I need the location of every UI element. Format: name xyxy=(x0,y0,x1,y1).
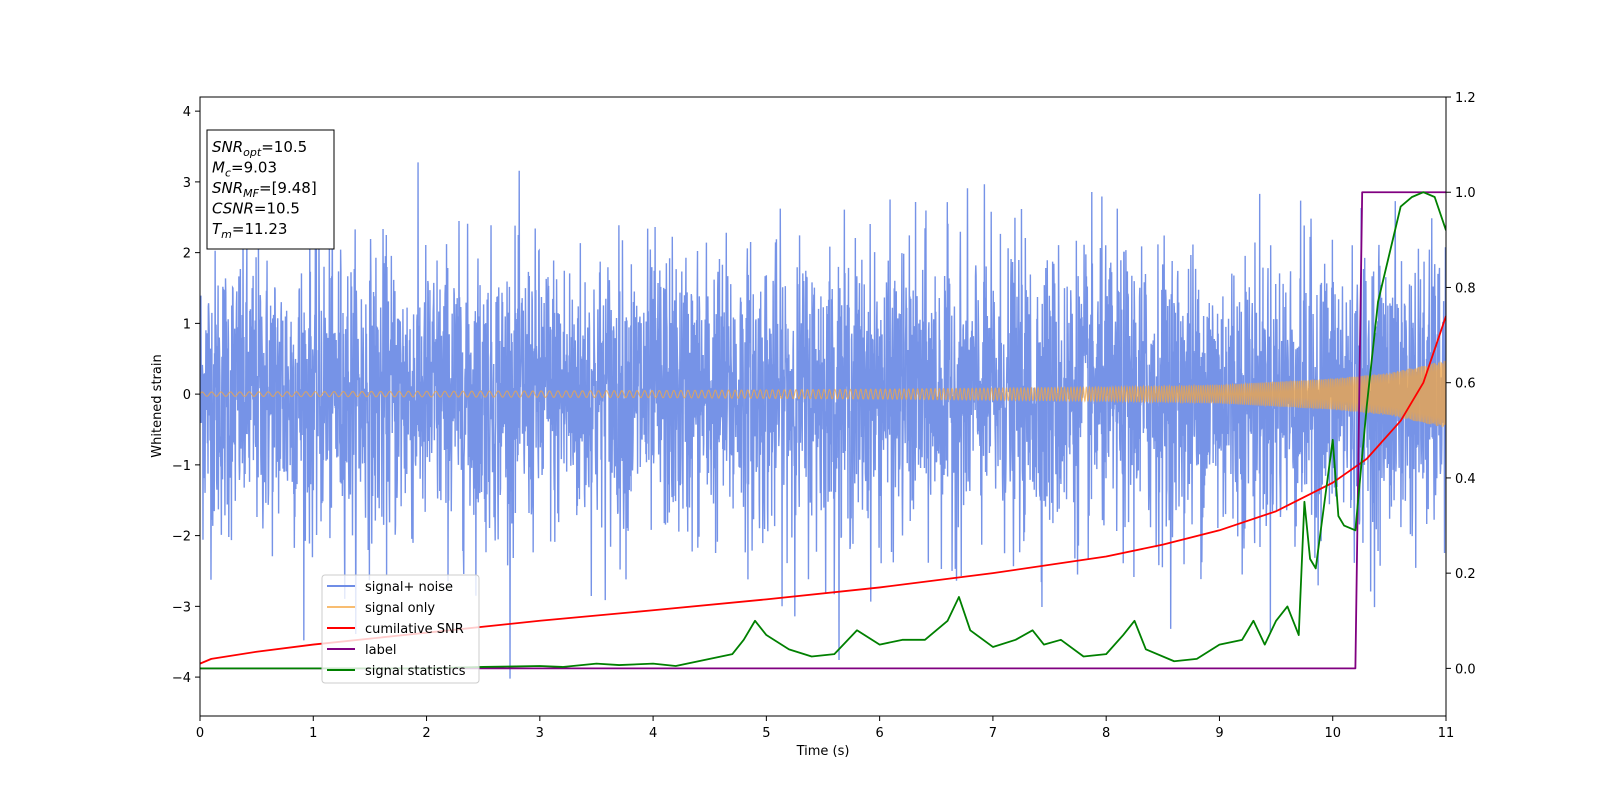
legend-label: signal+ noise xyxy=(365,580,453,595)
y-left-tick-label: −3 xyxy=(172,600,191,615)
legend-label: signal only xyxy=(365,601,435,616)
y-left-tick-label: −4 xyxy=(172,671,191,686)
plot-frame xyxy=(199,96,1447,717)
series-signal-statistics xyxy=(200,191,1446,670)
y-right-tick-label: 1.0 xyxy=(1455,186,1476,201)
x-tick-label: 6 xyxy=(875,726,883,741)
series-cumulative-snr xyxy=(200,315,1446,665)
y-left-tick-label: 3 xyxy=(183,176,191,191)
x-tick-label: 10 xyxy=(1324,726,1341,741)
legend-label: cumilative SNR xyxy=(365,622,464,637)
y-right-tick-label: 0.0 xyxy=(1455,662,1476,677)
x-axis-label: Time (s) xyxy=(796,744,850,759)
y-left-tick-label: 0 xyxy=(183,388,191,403)
x-tick-label: 5 xyxy=(762,726,770,741)
x-tick-label: 7 xyxy=(989,726,997,741)
x-tick-label: 1 xyxy=(309,726,317,741)
y-axis-label: Whitened strain xyxy=(150,354,165,457)
annotation-line: Mc=9.03 xyxy=(212,159,277,180)
x-tick-label: 3 xyxy=(536,726,544,741)
x-tick-label: 9 xyxy=(1215,726,1223,741)
x-tick-label: 11 xyxy=(1438,726,1455,741)
y-axis-left: −4 −3 −2 −1 0 1 2 3 4 xyxy=(172,105,200,686)
series-label xyxy=(200,191,1446,670)
y-left-tick-label: −1 xyxy=(172,459,191,474)
legend: signal+ noise signal only cumilative SNR la… xyxy=(321,574,480,684)
x-tick-label: 8 xyxy=(1102,726,1110,741)
series-signal-only xyxy=(200,360,1446,428)
annotation-frame xyxy=(206,129,335,250)
x-tick-label: 4 xyxy=(649,726,657,741)
x-tick-label: 2 xyxy=(422,726,430,741)
y-left-tick-label: 2 xyxy=(183,247,191,262)
x-axis: 0 1 2 3 4 5 6 7 8 9 10 11 xyxy=(196,716,1454,741)
series-layer xyxy=(200,162,1446,679)
x-tick-label: 0 xyxy=(196,726,204,741)
y-left-tick-label: 4 xyxy=(183,105,191,120)
y-right-tick-label: 0.6 xyxy=(1455,377,1476,392)
y-left-tick-label: 1 xyxy=(183,317,191,332)
y-left-tick-label: −2 xyxy=(172,530,191,545)
annotation-line: SNRMF=[9.48] xyxy=(212,179,317,200)
legend-label: label xyxy=(365,643,396,658)
y-right-tick-label: 0.4 xyxy=(1455,472,1476,487)
y-axis-right: 0.0 0.2 0.4 0.6 0.8 1.0 1.2 xyxy=(1446,91,1476,677)
y-right-tick-label: 1.2 xyxy=(1455,91,1476,106)
annotation-line: CSNR=10.5 xyxy=(212,200,300,218)
legend-frame xyxy=(321,574,480,684)
legend-label: signal statistics xyxy=(365,664,466,679)
y-right-tick-label: 0.2 xyxy=(1455,567,1476,582)
y-right-tick-label: 0.8 xyxy=(1455,281,1476,296)
annotation-line: Tm=11.23 xyxy=(212,220,287,241)
annotation-line: SNRopt=10.5 xyxy=(212,138,307,159)
